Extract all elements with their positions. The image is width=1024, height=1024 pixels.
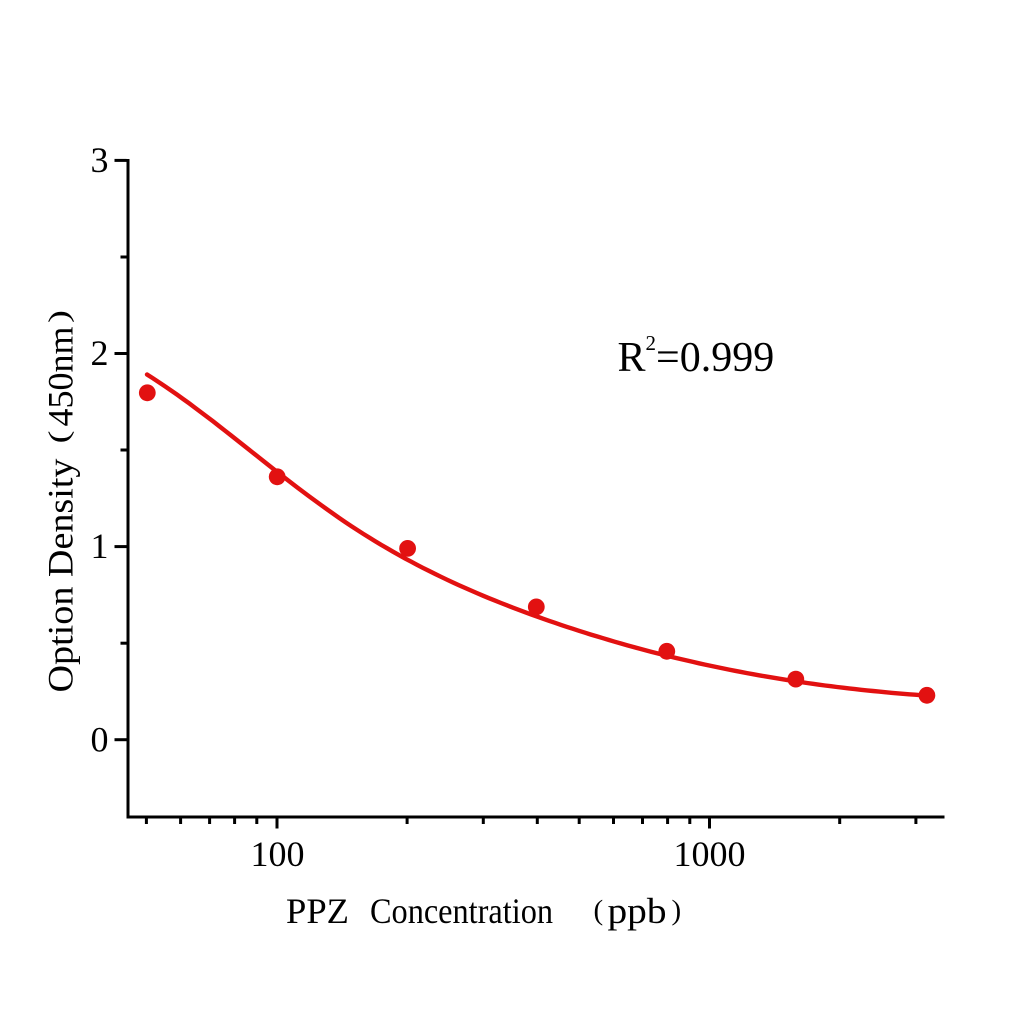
svg-text:2: 2 [91, 333, 109, 373]
svg-text:1000: 1000 [674, 834, 746, 874]
svg-text:0: 0 [91, 719, 109, 759]
svg-text:3: 3 [91, 140, 109, 180]
svg-text:1: 1 [91, 526, 109, 566]
svg-text:R2=0.999: R2=0.999 [618, 331, 775, 381]
svg-text:100: 100 [251, 834, 305, 874]
svg-text:PPZ Concentration (: PPZ Concentration ( ppb ) [286, 888, 681, 932]
svg-text:Option Density ( 450nm: Option Density ( 450nm ) [36, 310, 81, 693]
